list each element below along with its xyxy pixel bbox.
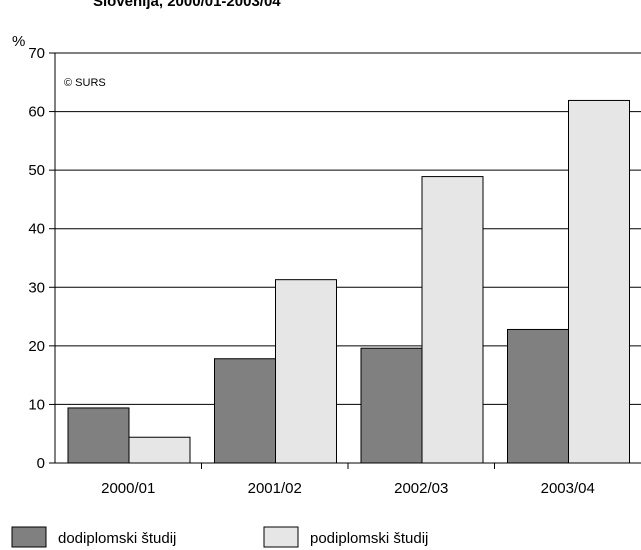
bar-dodiplomski-studij-2000-01 <box>67 407 130 464</box>
y-tick-label: 40 <box>28 221 45 238</box>
bar-podiplomski-studij-2001-02 <box>275 279 337 464</box>
bar-dodiplomski-studij-2003-04 <box>507 328 569 464</box>
y-tick-labels: 0 10 20 30 40 50 60 70 <box>28 45 45 472</box>
x-tick-label: 2003/04 <box>541 480 595 497</box>
bar-podiplomski-studij-2003-04 <box>568 99 630 464</box>
bar-dodiplomski-studij-2002-03 <box>360 347 423 464</box>
gridlines <box>55 52 641 405</box>
y-tick-label: 60 <box>28 104 45 121</box>
bars <box>67 99 630 464</box>
y-tick-label: 50 <box>28 162 45 179</box>
x-tick-label: 2001/02 <box>248 480 302 497</box>
legend-label-dodiplomski-studij: dodiplomski študij <box>58 530 176 547</box>
x-tick-label: 2002/03 <box>394 480 448 497</box>
y-tick-label: 10 <box>28 396 45 413</box>
copyright-label: © SURS <box>64 77 106 89</box>
legend-swatch-dodiplomski-studij <box>11 526 47 548</box>
bar-dodiplomski-studij-2001-02 <box>214 358 276 464</box>
y-tick-label: 30 <box>28 279 45 296</box>
bar-podiplomski-studij-2002-03 <box>421 176 484 464</box>
y-tick-label: 70 <box>28 45 45 62</box>
y-tick-label: 0 <box>37 455 45 472</box>
bar-podiplomski-studij-2000-01 <box>128 436 191 464</box>
chart-title: Slovenija, 2000/01-2003/04 <box>93 0 281 10</box>
y-tick-label: 20 <box>28 338 45 355</box>
x-tick-label: 2000/01 <box>101 480 155 497</box>
legend-swatch-podiplomski-studij <box>263 526 299 548</box>
x-tick-labels: 2000/01 2001/02 2002/03 2003/04 <box>101 480 595 497</box>
axes <box>49 52 641 469</box>
legend-label-podiplomski-studij: podiplomski študij <box>310 530 428 547</box>
y-axis-unit: % <box>12 33 25 50</box>
legend: dodiplomski študij podiplomski študij <box>11 526 428 548</box>
